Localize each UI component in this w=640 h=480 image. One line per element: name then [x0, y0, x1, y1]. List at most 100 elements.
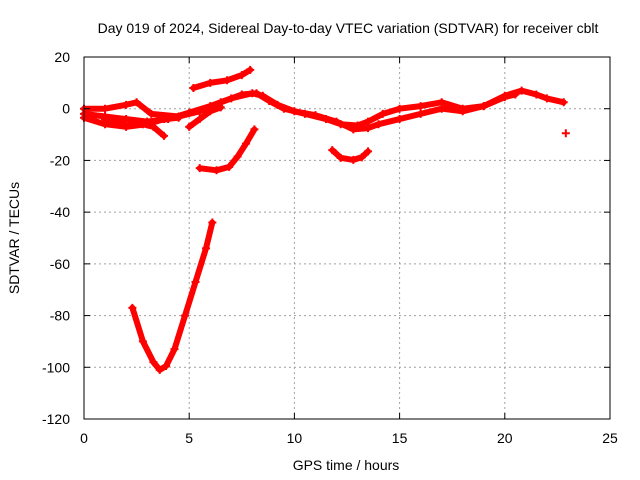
data-point-marker	[155, 365, 164, 374]
data-series	[80, 65, 570, 374]
data-point-marker	[111, 117, 120, 126]
data-point-marker	[395, 104, 404, 113]
data-point-marker	[223, 76, 232, 85]
x-tick-label: 15	[392, 430, 408, 446]
data-point-marker	[122, 121, 131, 130]
y-axis-label: SDTVAR / TECUs	[6, 182, 22, 294]
data-point-marker	[147, 109, 156, 118]
data-point-marker	[290, 107, 299, 116]
data-point-marker	[138, 120, 147, 129]
data-point-marker	[336, 153, 345, 162]
chart-title: Day 019 of 2024, Sidereal Day-to-day VTE…	[98, 20, 599, 36]
data-point-marker	[195, 115, 204, 124]
y-tick-label: -60	[50, 256, 70, 272]
data-point-marker	[189, 84, 198, 93]
data-point-marker	[202, 244, 211, 253]
data-point-marker	[206, 107, 215, 116]
data-point-marker	[395, 115, 404, 124]
data-point-marker	[162, 361, 171, 370]
data-point-marker	[132, 98, 141, 107]
data-point-marker	[416, 102, 425, 111]
y-tick-labels: -120 -100 -80 -60 -40 -20 0 20	[42, 49, 70, 427]
data-point-marker	[416, 109, 425, 118]
data-point-marker	[227, 94, 236, 103]
plot-frame	[83, 56, 611, 420]
x-tick-label: 0	[80, 430, 88, 446]
series-trace	[129, 219, 216, 373]
y-tick-label: 20	[54, 49, 70, 65]
data-point-marker	[216, 103, 225, 112]
data-point-marker	[500, 91, 509, 100]
x-axis-label: GPS time / hours	[293, 457, 400, 473]
data-point-marker	[233, 152, 242, 161]
y-tick-label: -120	[42, 411, 70, 427]
y-tick-label: -40	[50, 204, 70, 220]
data-series-5	[185, 103, 225, 131]
data-point-marker	[191, 277, 200, 286]
data-series-8	[128, 218, 217, 374]
data-point-marker	[374, 120, 383, 129]
data-point-marker	[180, 311, 189, 320]
data-point-marker	[237, 71, 246, 80]
data-point-marker	[242, 139, 251, 148]
x-tick-label: 5	[185, 430, 193, 446]
data-point-marker	[159, 115, 168, 124]
data-point-marker	[479, 102, 488, 111]
data-point-marker	[311, 111, 320, 120]
data-point-marker	[101, 104, 110, 113]
data-point-marker	[149, 122, 158, 131]
x-tick-labels: 0 5 10 15 20 25	[80, 430, 618, 446]
data-point-marker	[246, 65, 255, 74]
data-point-marker	[208, 218, 217, 227]
data-point-marker	[185, 122, 194, 131]
data-point-marker	[357, 153, 366, 162]
data-point-marker	[258, 91, 267, 100]
data-point-marker	[122, 100, 131, 109]
data-series-6	[189, 65, 255, 93]
x-tick-label: 10	[287, 430, 303, 446]
data-point-marker	[212, 166, 221, 175]
y-tick-label: -20	[50, 152, 70, 168]
data-point-marker	[225, 162, 234, 171]
y-tick-label: 0	[62, 101, 70, 117]
data-point-marker	[195, 164, 204, 173]
data-point-marker	[532, 90, 541, 99]
data-point-marker	[561, 129, 570, 138]
data-series-10	[561, 129, 570, 138]
data-point-marker	[149, 358, 158, 367]
data-series-9	[328, 146, 373, 164]
x-tick-label: 20	[497, 430, 513, 446]
data-point-marker	[159, 131, 168, 140]
data-point-marker	[248, 89, 257, 98]
data-series-4	[101, 115, 168, 140]
data-point-marker	[128, 303, 137, 312]
data-point-marker	[437, 104, 446, 113]
data-point-marker	[174, 113, 183, 122]
data-point-marker	[517, 86, 526, 95]
data-point-marker	[364, 124, 373, 133]
data-point-marker	[332, 117, 341, 126]
data-point-marker	[542, 94, 551, 103]
data-point-marker	[458, 107, 467, 116]
series-trace	[186, 104, 224, 130]
data-point-marker	[349, 125, 358, 134]
data-point-marker	[349, 155, 358, 164]
series-trace	[196, 126, 258, 174]
data-series-7	[195, 125, 259, 175]
data-point-marker	[559, 98, 568, 107]
y-tick-label: -80	[50, 308, 70, 324]
data-point-marker	[101, 115, 110, 124]
axis-ticks	[83, 56, 611, 420]
data-point-marker	[206, 78, 215, 87]
data-point-marker	[364, 147, 373, 156]
data-point-marker	[185, 108, 194, 117]
data-point-marker	[378, 109, 387, 118]
data-point-marker	[138, 337, 147, 346]
y-tick-label: -100	[42, 359, 70, 375]
x-tick-label: 25	[602, 430, 618, 446]
data-point-marker	[170, 345, 179, 354]
data-point-marker	[328, 146, 337, 155]
data-point-marker	[273, 100, 282, 109]
data-point-marker	[250, 125, 259, 134]
